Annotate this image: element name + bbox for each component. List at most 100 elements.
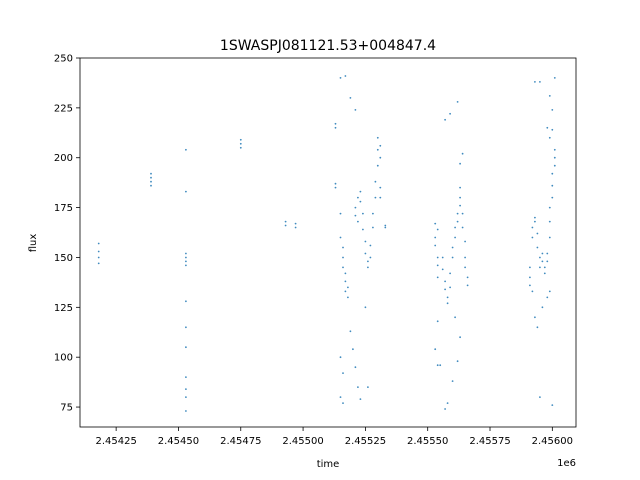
data-point (239, 146, 242, 149)
x-axis-label: time (317, 459, 340, 470)
data-point (342, 402, 344, 404)
data-point (334, 122, 337, 125)
data-point (543, 266, 546, 269)
data-point (339, 396, 342, 398)
x-tick-label: 2.45575 (469, 436, 510, 447)
data-point (354, 366, 357, 369)
data-point (548, 136, 551, 139)
data-point (342, 372, 344, 374)
data-point (534, 220, 536, 223)
data-point (539, 266, 541, 269)
data-point (456, 360, 459, 363)
data-point (334, 182, 337, 185)
data-point (344, 290, 347, 293)
data-point (461, 226, 464, 229)
data-point (441, 256, 444, 259)
data-point (551, 404, 554, 406)
data-point (434, 222, 437, 225)
data-point (541, 260, 544, 263)
data-point (364, 252, 367, 255)
data-point (436, 228, 439, 231)
x-tick-label: 2.45500 (282, 436, 323, 447)
data-point (384, 226, 387, 229)
x-tick-label: 2.45600 (532, 436, 573, 447)
data-point (444, 408, 446, 410)
data-point (553, 164, 556, 167)
y-tick-label: 125 (54, 303, 73, 314)
data-point (284, 220, 287, 223)
data-point (553, 156, 556, 159)
data-point (334, 186, 337, 189)
y-tick-label: 225 (54, 103, 73, 114)
y-tick-label: 100 (54, 353, 73, 364)
data-point (347, 296, 349, 299)
data-point (354, 214, 357, 217)
data-point (451, 256, 454, 259)
data-point (536, 326, 539, 329)
data-point (548, 95, 551, 97)
data-point (344, 272, 347, 275)
data-point (372, 226, 374, 229)
data-point (543, 272, 546, 275)
data-point (436, 256, 439, 259)
data-point (451, 380, 454, 382)
data-point (359, 398, 362, 400)
data-point (150, 180, 152, 183)
data-point (459, 162, 461, 165)
data-point (294, 222, 297, 225)
data-point (539, 396, 541, 398)
data-point (376, 148, 379, 151)
data-point (359, 200, 362, 203)
data-point (434, 244, 437, 247)
data-point (449, 272, 451, 275)
y-axis-label: flux (28, 234, 39, 253)
data-point (548, 236, 551, 239)
data-point (539, 256, 541, 259)
data-point (459, 336, 461, 339)
data-point (531, 236, 534, 239)
data-point (347, 286, 349, 289)
data-point (359, 190, 362, 193)
data-point (185, 396, 187, 398)
data-point (541, 306, 544, 309)
x-tick-label: 2.45525 (345, 436, 386, 447)
x-offset-label: 1e6 (557, 458, 576, 469)
data-point (466, 276, 469, 279)
data-point (362, 228, 364, 231)
y-axis: 75 100 125 150 175 200 225 250 (54, 54, 80, 414)
data-point (362, 212, 364, 215)
data-point (459, 204, 461, 207)
data-point (449, 112, 451, 115)
data-point (367, 266, 369, 269)
x-tick-label: 2.45450 (158, 436, 199, 447)
data-point (436, 364, 439, 367)
data-point (367, 386, 369, 388)
data-point (439, 364, 442, 367)
data-point (364, 306, 367, 309)
data-point (379, 186, 382, 189)
data-point (150, 172, 152, 175)
data-point (342, 246, 344, 249)
data-point (357, 196, 359, 199)
data-point (185, 388, 187, 390)
chart-title: 1SWASPJ081121.53+004847.4 (220, 38, 436, 54)
data-point (374, 196, 377, 199)
data-point (444, 280, 446, 283)
data-point (553, 148, 556, 151)
data-point (464, 266, 466, 269)
data-point (372, 212, 374, 215)
y-tick-label: 250 (54, 54, 73, 65)
data-point (185, 148, 187, 151)
data-point (436, 264, 439, 267)
y-tick-label: 175 (54, 203, 73, 214)
data-point (379, 196, 382, 199)
data-point (459, 196, 461, 199)
data-point (454, 316, 456, 319)
data-point (357, 220, 359, 223)
data-point (534, 81, 536, 83)
data-point (185, 410, 187, 412)
data-point (339, 236, 342, 239)
data-point (454, 236, 456, 239)
data-point (150, 176, 152, 179)
data-point (354, 109, 357, 111)
